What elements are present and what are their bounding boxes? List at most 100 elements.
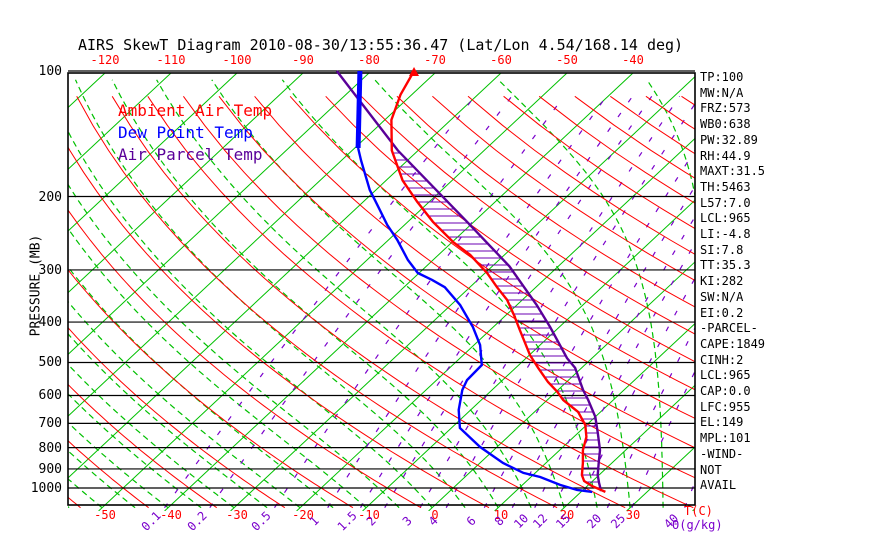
stats-line: EL:149 [700, 415, 744, 430]
pressure-tick-label: 800 [38, 440, 62, 456]
isotherm-line [68, 73, 172, 170]
pressure-tick-label: 1000 [30, 481, 62, 496]
mixing-ratio-line [419, 95, 681, 508]
top-temp-tick-label: -120 [91, 53, 120, 67]
isotherm-line [362, 199, 695, 511]
stats-line: WB0:638 [700, 117, 751, 132]
moist-adiabat-line [111, 79, 499, 508]
stats-line: TP:100 [700, 70, 744, 84]
mixing-ratio-tick-label: 12 [530, 511, 550, 531]
legend-ambient-temp: Ambient Air Temp [118, 101, 273, 120]
mixing-ratio-line [359, 95, 633, 509]
stats-line: LCL:965 [700, 368, 751, 383]
dry-adiabat-line [68, 383, 217, 509]
pressure-tick-label: 200 [38, 189, 62, 205]
dry-adiabat-line [68, 440, 149, 509]
moist-adiabat-line [68, 300, 301, 509]
ambient-top-marker [409, 67, 420, 76]
moist-adiabat-line [497, 79, 664, 508]
stats-line: MPL:101 [700, 431, 751, 446]
mixing-ratio-line [164, 95, 476, 509]
dry-adiabat-line [218, 95, 695, 449]
top-temp-tick-label: -100 [223, 53, 252, 67]
isotherm-line [164, 73, 634, 511]
stats-line: AVAIL [700, 478, 737, 493]
ambient-air-temp-curve [390, 70, 606, 493]
top-temp-tick-label: -110 [157, 53, 186, 67]
mixing-ratio-line [274, 95, 565, 509]
mixing-ratio-tick-label: 0.2 [185, 509, 210, 534]
bottom-temp-tick-label: 10 [494, 508, 508, 522]
dry-adiabat-line [396, 95, 695, 308]
top-temp-tick-label: -90 [292, 53, 314, 67]
stats-line: SW:N/A [700, 289, 744, 304]
stats-line: LFC:955 [700, 399, 751, 414]
mixing-ratio-tick-label: 1.5 [335, 509, 360, 534]
stats-line: TH:5463 [700, 179, 751, 194]
legend-air-parcel: Air Parcel Temp [118, 145, 263, 164]
isotherm-line [68, 73, 502, 479]
stats-line: LCL:965 [700, 211, 751, 226]
isotherm-line [494, 322, 695, 511]
dry-adiabat-line [182, 96, 695, 479]
dry-adiabat-line [432, 95, 695, 281]
air-parcel-temp-curve [335, 70, 603, 492]
isotherm-line [428, 261, 695, 511]
stats-line: RH:44.9 [700, 148, 751, 163]
dry-adiabat-line [325, 95, 695, 363]
pressure-tick-label: 500 [38, 355, 62, 371]
stats-line: MW:N/A [700, 85, 744, 100]
stats-line: -WIND- [700, 446, 744, 461]
stats-line: EI:0.2 [700, 305, 744, 320]
stats-line: CAPE:1849 [700, 336, 766, 351]
mixing-ratio-line [209, 95, 513, 509]
pressure-tick-label: 600 [38, 388, 62, 404]
temp-unit-label: T(C) [684, 504, 713, 518]
moist-adiabat-line [68, 363, 235, 509]
stats-line: -PARCEL- [700, 321, 758, 336]
mixing-ratio-tick-label: 1 [307, 514, 322, 529]
legend-dew-point: Dew Point Temp [118, 123, 253, 142]
bottom-temp-tick-label: 0 [431, 508, 438, 522]
top-temp-tick-label: -60 [490, 53, 512, 67]
mixing-ratio-line [384, 95, 653, 509]
isotherm-line [98, 73, 568, 511]
pressure-axis-label: PRESSURE (MB) [28, 234, 44, 337]
isotherm-line [560, 384, 695, 511]
stats-line: L57:7.0 [700, 195, 751, 210]
mixing-ratio-tick-label: 3 [400, 514, 415, 529]
pressure-tick-label: 700 [38, 416, 62, 432]
bottom-temp-tick-label: -10 [358, 508, 380, 522]
top-temp-tick-label: -50 [556, 53, 578, 67]
dry-adiabat-line [111, 96, 626, 509]
top-temp-tick-label: -40 [622, 53, 644, 67]
mixing-unit-label: Θ(g/kg) [672, 518, 723, 532]
mixing-ratio-line [445, 102, 695, 508]
dew-point-upper-segment [355, 70, 363, 149]
bottom-temp-tick-label: -50 [94, 508, 116, 522]
plot-frame [67, 72, 696, 506]
stats-line: SI:7.8 [700, 242, 744, 257]
mixing-ratio-tick-label: 10 [511, 511, 531, 531]
pressure-tick-label: 900 [38, 461, 62, 477]
mixing-ratio-tick-label: 0.5 [249, 509, 274, 534]
page-title: AIRS SkewT Diagram 2010-08-30/13:55:36.4… [78, 36, 684, 54]
isotherm-line [296, 137, 695, 511]
dry-adiabat-line [147, 96, 694, 509]
dry-adiabat-line [68, 326, 286, 509]
top-temp-tick-label: -80 [358, 53, 380, 67]
moist-adiabat-line [68, 183, 400, 509]
stats-line: KI:282 [700, 274, 744, 289]
pressure-tick-label: 400 [38, 315, 62, 331]
dry-adiabat-line [254, 95, 695, 419]
stats-line: LI:-4.8 [700, 227, 751, 242]
moist-adiabat-line [374, 79, 631, 508]
pressure-tick-label: 100 [38, 64, 62, 79]
dry-adiabat-line [68, 146, 490, 509]
top-temp-tick-label: -70 [424, 53, 446, 67]
isotherm-line [68, 73, 238, 232]
moist-adiabat-line [68, 227, 367, 509]
bottom-temp-tick-label: -20 [292, 508, 314, 522]
